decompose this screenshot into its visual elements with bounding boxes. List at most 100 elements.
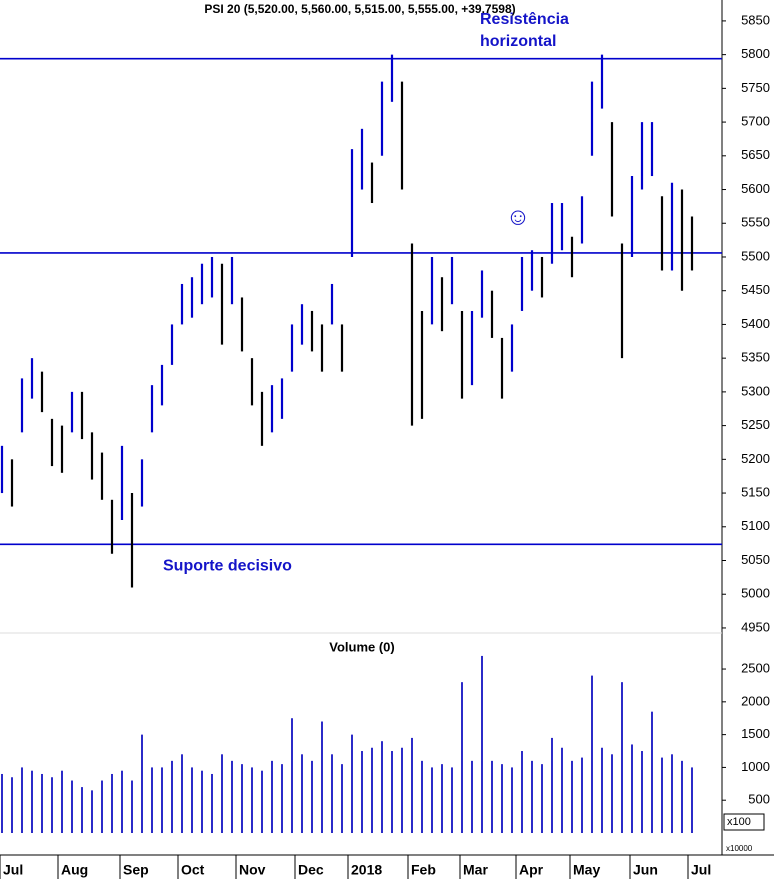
x-tick-label: Jun xyxy=(633,862,658,878)
volume-bar xyxy=(231,760,233,833)
volume-bar xyxy=(421,760,423,833)
volume-bar xyxy=(531,760,533,833)
volume-bar xyxy=(91,790,93,833)
volume-bar xyxy=(131,780,133,833)
volume-bar xyxy=(21,767,23,833)
volume-bar xyxy=(591,675,593,833)
volume-bar xyxy=(151,767,153,833)
x-tick-label: May xyxy=(573,862,600,878)
volume-bar xyxy=(31,770,33,833)
volume-bar xyxy=(191,767,193,833)
annotation: Resistência xyxy=(480,11,569,28)
x-tick-label: Oct xyxy=(181,862,205,878)
y-tick-label: 5050 xyxy=(741,552,770,567)
chart-title: PSI 20 (5,520.00, 5,560.00, 5,515.00, 5,… xyxy=(204,2,515,16)
x-tick-label: Jul xyxy=(3,862,23,878)
volume-bar xyxy=(301,754,303,833)
x-tick-label: Jul xyxy=(691,862,711,878)
volume-bar xyxy=(221,754,223,833)
volume-bar xyxy=(491,760,493,833)
y-tick-label: 5800 xyxy=(741,46,770,61)
volume-bar xyxy=(291,718,293,833)
volume-bar xyxy=(631,744,633,833)
annotation: Suporte decisivo xyxy=(163,558,292,575)
x-tick-label: Aug xyxy=(61,862,88,878)
volume-bar xyxy=(461,682,463,833)
scale-label: x100 xyxy=(727,816,751,828)
y-tick-label: 1500 xyxy=(741,726,770,741)
y-tick-label: 5600 xyxy=(741,181,770,196)
volume-bar xyxy=(111,773,113,833)
volume-bar xyxy=(141,734,143,833)
volume-bar xyxy=(81,787,83,833)
y-tick-label: 5750 xyxy=(741,80,770,95)
y-tick-label: 5350 xyxy=(741,350,770,365)
y-tick-label: 1000 xyxy=(741,759,770,774)
x-tick-label: Dec xyxy=(298,862,324,878)
volume-bar xyxy=(51,777,53,833)
volume-bar xyxy=(621,682,623,833)
y-tick-label: 5250 xyxy=(741,417,770,432)
volume-title: Volume (0) xyxy=(329,639,395,654)
x-tick-label: Sep xyxy=(123,862,149,878)
volume-bar xyxy=(271,760,273,833)
volume-bar xyxy=(61,770,63,833)
volume-bar xyxy=(311,760,313,833)
volume-bar xyxy=(601,747,603,833)
smiley: ☺ xyxy=(506,203,531,230)
y-tick-label: 5300 xyxy=(741,383,770,398)
volume-bar xyxy=(411,737,413,833)
volume-bar xyxy=(541,764,543,833)
volume-bar xyxy=(561,747,563,833)
y-tick-label: 5550 xyxy=(741,215,770,230)
scale-box xyxy=(723,813,765,831)
volume-bar xyxy=(171,760,173,833)
y-tick-label: 5700 xyxy=(741,114,770,129)
volume-bar xyxy=(361,751,363,833)
volume-bar xyxy=(211,773,213,833)
volume-bar xyxy=(261,770,263,833)
volume-bar xyxy=(661,757,663,833)
volume-bar xyxy=(671,754,673,833)
volume-bar xyxy=(441,764,443,833)
scale-label: x10000 xyxy=(726,844,753,853)
volume-bar xyxy=(471,760,473,833)
volume-bar xyxy=(41,773,43,833)
y-tick-label: 5400 xyxy=(741,316,770,331)
y-tick-label: 5500 xyxy=(741,248,770,263)
volume-bar xyxy=(391,751,393,833)
x-tick-label: 2018 xyxy=(351,862,382,878)
volume-bar xyxy=(341,764,343,833)
volume-bar xyxy=(121,770,123,833)
volume-bar xyxy=(331,754,333,833)
volume-bar xyxy=(571,760,573,833)
volume-bar xyxy=(101,780,103,833)
volume-bar xyxy=(551,737,553,833)
volume-bar xyxy=(401,747,403,833)
y-tick-label: 4950 xyxy=(741,619,770,634)
volume-bar xyxy=(641,751,643,833)
y-tick-label: 5850 xyxy=(741,12,770,27)
volume-bar xyxy=(691,767,693,833)
volume-bar xyxy=(71,780,73,833)
volume-bar xyxy=(281,764,283,833)
volume-bar xyxy=(581,757,583,833)
volume-bar xyxy=(651,711,653,833)
volume-bar xyxy=(201,770,203,833)
volume-bar xyxy=(1,773,3,833)
volume-bar xyxy=(321,721,323,833)
volume-bar xyxy=(611,754,613,833)
volume-bar xyxy=(351,734,353,833)
y-tick-label: 2500 xyxy=(741,660,770,675)
volume-bar xyxy=(681,760,683,833)
x-tick-label: Apr xyxy=(519,862,544,878)
x-tick-label: Mar xyxy=(463,862,488,878)
volume-bar xyxy=(431,767,433,833)
y-tick-label: 5650 xyxy=(741,147,770,162)
volume-bar xyxy=(11,777,13,833)
y-tick-label: 5200 xyxy=(741,451,770,466)
volume-bar xyxy=(381,741,383,833)
y-tick-label: 5150 xyxy=(741,484,770,499)
